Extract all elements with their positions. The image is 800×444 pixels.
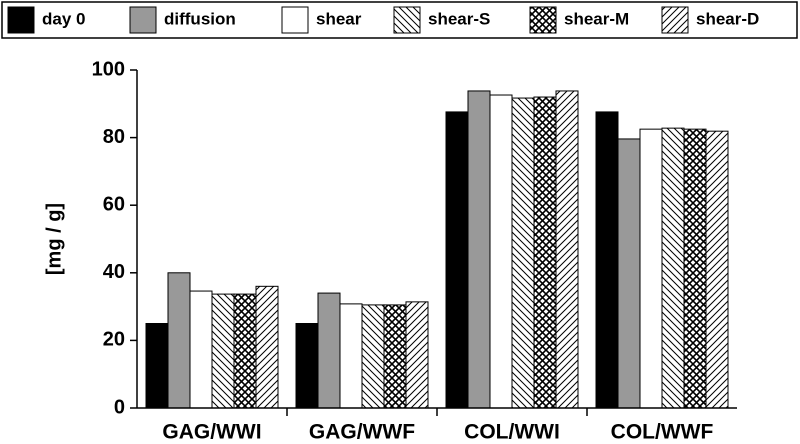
y-tick-label: 60 — [103, 193, 125, 215]
legend-swatch — [661, 6, 689, 34]
bar — [511, 97, 535, 409]
y-tick-label: 80 — [103, 126, 125, 148]
x-tick-label: COL/WWI — [464, 421, 560, 444]
y-axis-label: [mg / g] — [43, 203, 65, 275]
legend-label: shear-D — [696, 9, 759, 28]
bar — [661, 127, 685, 409]
legend-label: diffusion — [164, 9, 236, 28]
legend-swatch — [281, 6, 309, 34]
legend-swatch — [393, 6, 421, 34]
bar — [467, 90, 491, 409]
bar — [361, 304, 385, 409]
bar — [189, 290, 213, 409]
bar — [339, 303, 363, 409]
bar — [145, 323, 169, 409]
legend-label: shear-S — [428, 9, 490, 28]
bar — [617, 138, 641, 409]
legend-label: shear-M — [564, 9, 629, 28]
bar — [295, 323, 319, 409]
x-tick-label: GAG/WWF — [309, 421, 415, 444]
x-tick-label: COL/WWF — [611, 421, 714, 444]
bar — [705, 130, 729, 409]
bar — [255, 285, 279, 409]
y-tick-label: 100 — [92, 58, 125, 80]
y-tick-label: 40 — [103, 261, 125, 283]
legend-swatch — [529, 6, 557, 34]
bar — [445, 111, 469, 409]
bar — [555, 90, 579, 409]
bar — [405, 301, 429, 409]
bar — [595, 111, 619, 409]
bar — [383, 304, 407, 409]
y-tick-label: 20 — [103, 329, 125, 351]
legend-label: day 0 — [42, 9, 85, 28]
legend-label: shear — [316, 9, 362, 28]
y-tick-label: 0 — [114, 396, 125, 418]
bar — [639, 128, 663, 409]
x-tick-label: GAG/WWI — [162, 421, 261, 444]
legend-swatch — [7, 6, 35, 34]
bar — [489, 94, 513, 409]
bar — [317, 292, 341, 409]
bar — [683, 128, 707, 409]
bar — [211, 293, 235, 409]
bar — [233, 293, 257, 409]
bar — [533, 96, 557, 409]
legend-swatch — [129, 6, 157, 34]
bar — [167, 272, 191, 409]
